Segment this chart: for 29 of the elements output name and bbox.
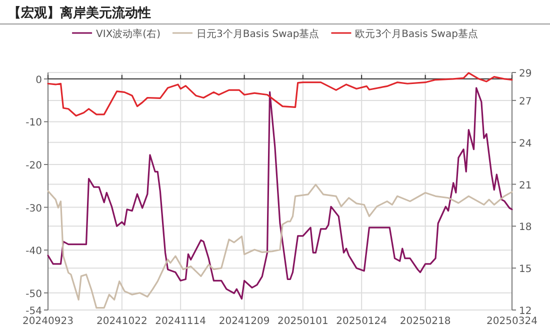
x-tick-label: 20241022 — [96, 316, 148, 327]
y2-tick-label: 18 — [519, 222, 532, 234]
chart-title: 【宏观】离岸美元流动性 — [8, 5, 151, 21]
y2-tick-label: 15 — [519, 264, 532, 276]
x-tick-label: 20250324 — [486, 316, 538, 327]
legend-label: VIX波动率(右) — [96, 28, 161, 40]
y2-tick-label: 27 — [519, 96, 532, 108]
x-tick-label: 20250124 — [336, 316, 388, 327]
legend-label: 日元3个月Basis Swap基点 — [196, 28, 320, 40]
y-tick-label: -10 — [26, 118, 42, 129]
x-tick-label: 20250218 — [400, 316, 451, 327]
y2-tick-label: 12 — [519, 306, 532, 317]
line-series — [47, 87, 513, 300]
y-tick-label: -40 — [26, 246, 42, 258]
line-series — [47, 72, 513, 117]
y-tick-label: -54 — [26, 306, 42, 317]
x-tick-label: 20241114 — [155, 316, 206, 327]
line-series — [47, 184, 513, 309]
y-tick-label: 0 — [36, 74, 42, 86]
x-tick-label: 20241209 — [218, 316, 270, 327]
y2-tick-label: 29 — [519, 68, 532, 80]
x-tick-label: 20240923 — [22, 316, 74, 327]
y-tick-label: -30 — [26, 203, 42, 214]
y2-tick-label: 24 — [519, 138, 532, 150]
y-tick-label: -50 — [26, 288, 42, 300]
y-tick-label: -20 — [26, 160, 42, 172]
y2-tick-label: 21 — [519, 180, 532, 192]
legend-label: 欧元3个月Basis Swap基点 — [355, 28, 478, 40]
x-tick-label: 20250101 — [277, 316, 328, 327]
